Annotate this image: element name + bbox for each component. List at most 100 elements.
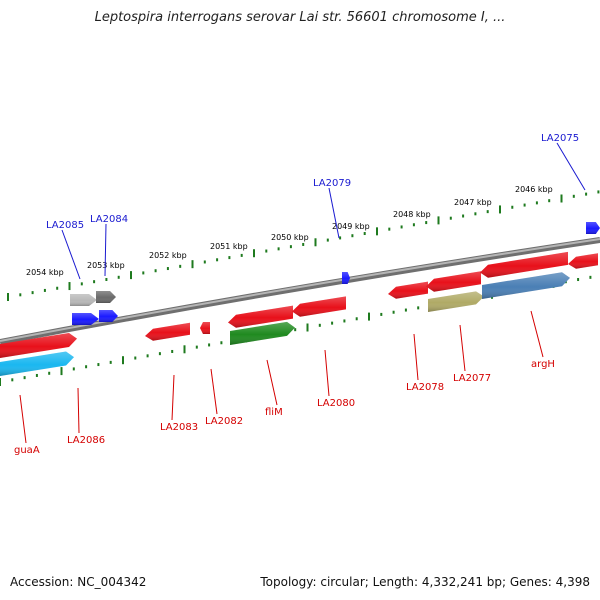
tick-mark <box>380 312 383 316</box>
gene-labels: LA2085 LA2084 LA2079 LA2075 guaA LA2086 LA2083… <box>14 133 586 456</box>
tick-mark <box>449 216 452 220</box>
tick-mark <box>195 345 198 349</box>
tick-mark <box>412 223 415 227</box>
tick-mark <box>130 271 132 280</box>
svg-text:LA2078: LA2078 <box>406 382 444 393</box>
tick-mark <box>146 354 149 358</box>
tick-mark <box>306 323 309 332</box>
kbp-label: 2049 kbp <box>332 222 370 231</box>
tick-mark <box>425 221 428 225</box>
tick-mark <box>240 253 243 257</box>
tick-mark <box>191 260 194 269</box>
gene-block <box>70 294 97 306</box>
kbp-label: 2053 kbp <box>87 261 125 270</box>
tick-mark <box>80 282 83 286</box>
tick-mark <box>339 236 342 240</box>
svg-text:guaA: guaA <box>14 445 40 456</box>
tick-mark <box>294 328 297 332</box>
gene-LA2086 <box>0 351 74 376</box>
gene-LA2080 <box>292 296 346 317</box>
tick-mark <box>265 249 268 253</box>
tick-mark <box>535 201 538 205</box>
tick-mark <box>363 232 366 236</box>
accession-text: Accession: NC_004342 <box>10 575 147 589</box>
tick-mark <box>7 293 9 301</box>
gene-label-fliM: fliM <box>265 359 283 418</box>
gene-label-guaA: guaA <box>14 394 40 456</box>
tick-mark <box>183 345 186 354</box>
tick-mark <box>179 264 182 268</box>
tick-mark <box>499 205 501 214</box>
tick-mark <box>208 343 211 347</box>
svg-text:LA2080: LA2080 <box>317 398 355 409</box>
gene-features <box>0 222 600 376</box>
tick-mark <box>560 194 563 203</box>
tick-mark <box>56 286 59 290</box>
kbp-label: 2051 kbp <box>210 242 248 251</box>
tick-mark <box>23 376 26 380</box>
gene-argH-steel <box>482 272 570 299</box>
tick-mark <box>166 267 169 271</box>
tick-mark <box>19 293 22 297</box>
gene-label-LA2080: LA2080 <box>317 349 355 409</box>
gene-label-LA2086: LA2086 <box>67 387 105 446</box>
tick-mark <box>548 199 551 203</box>
svg-text:LA2082: LA2082 <box>205 416 243 427</box>
tick-mark <box>31 291 34 295</box>
tick-mark <box>134 356 137 360</box>
tick-mark <box>228 256 231 260</box>
tick-mark <box>523 203 526 207</box>
tick-mark <box>400 225 403 229</box>
tick-mark <box>220 341 223 345</box>
gene-LA2078 <box>388 281 428 299</box>
gene-fliM <box>230 321 295 345</box>
tick-mark <box>117 275 120 279</box>
tick-mark <box>326 238 329 242</box>
gene-label-LA2084: LA2084 <box>90 214 128 277</box>
tick-mark <box>343 319 346 323</box>
gene-label-LA2082: LA2082 <box>205 368 243 427</box>
svg-text:LA2083: LA2083 <box>160 422 198 433</box>
gene-label-LA2077: LA2077 <box>453 324 491 384</box>
tick-mark <box>302 242 305 246</box>
tick-mark <box>404 308 407 312</box>
gene-fliM-red <box>228 305 293 328</box>
kbp-label: 2046 kbp <box>515 185 553 194</box>
tick-mark <box>203 260 206 264</box>
gene-LA2085 <box>72 313 99 325</box>
topology-text: Topology: circular; Length: 4,332,241 bp… <box>260 575 590 589</box>
gene-LA2084 <box>99 310 118 322</box>
tick-mark <box>318 323 321 327</box>
tick-mark <box>43 288 46 292</box>
kbp-label: 2052 kbp <box>149 251 187 260</box>
tick-mark <box>351 234 354 238</box>
svg-text:LA2086: LA2086 <box>67 435 105 446</box>
tick-mark <box>388 227 391 231</box>
tick-mark <box>392 310 395 314</box>
tick-mark <box>314 238 317 247</box>
gene-end <box>568 253 598 269</box>
svg-text:LA2075: LA2075 <box>541 133 579 144</box>
gene-block <box>96 291 116 303</box>
tick-mark <box>105 277 108 281</box>
gene-LA2079 <box>342 272 350 284</box>
tick-mark <box>48 371 51 375</box>
chromosome-backbone <box>0 237 600 345</box>
tick-mark <box>85 365 88 369</box>
tick-mark <box>368 312 370 321</box>
upper-tick-row <box>7 190 600 301</box>
gene-LA2075 <box>586 222 600 234</box>
svg-text:LA2077: LA2077 <box>453 373 491 384</box>
gene-guaA <box>0 332 77 358</box>
scale-ticks: 2054 kbp 2053 kbp 2052 kbp 2051 kbp 2050 kbp… <box>0 185 600 386</box>
tick-mark <box>142 271 145 275</box>
tick-mark <box>158 352 161 356</box>
tick-mark <box>97 363 100 367</box>
map-title: Leptospira interrogans serovar Lai str. … <box>94 10 506 25</box>
gene-LA2077-olive <box>428 291 484 312</box>
gene-label-LA2078: LA2078 <box>406 333 444 393</box>
tick-mark <box>277 247 280 251</box>
kbp-label: 2047 kbp <box>454 198 492 207</box>
tick-mark <box>597 190 600 194</box>
